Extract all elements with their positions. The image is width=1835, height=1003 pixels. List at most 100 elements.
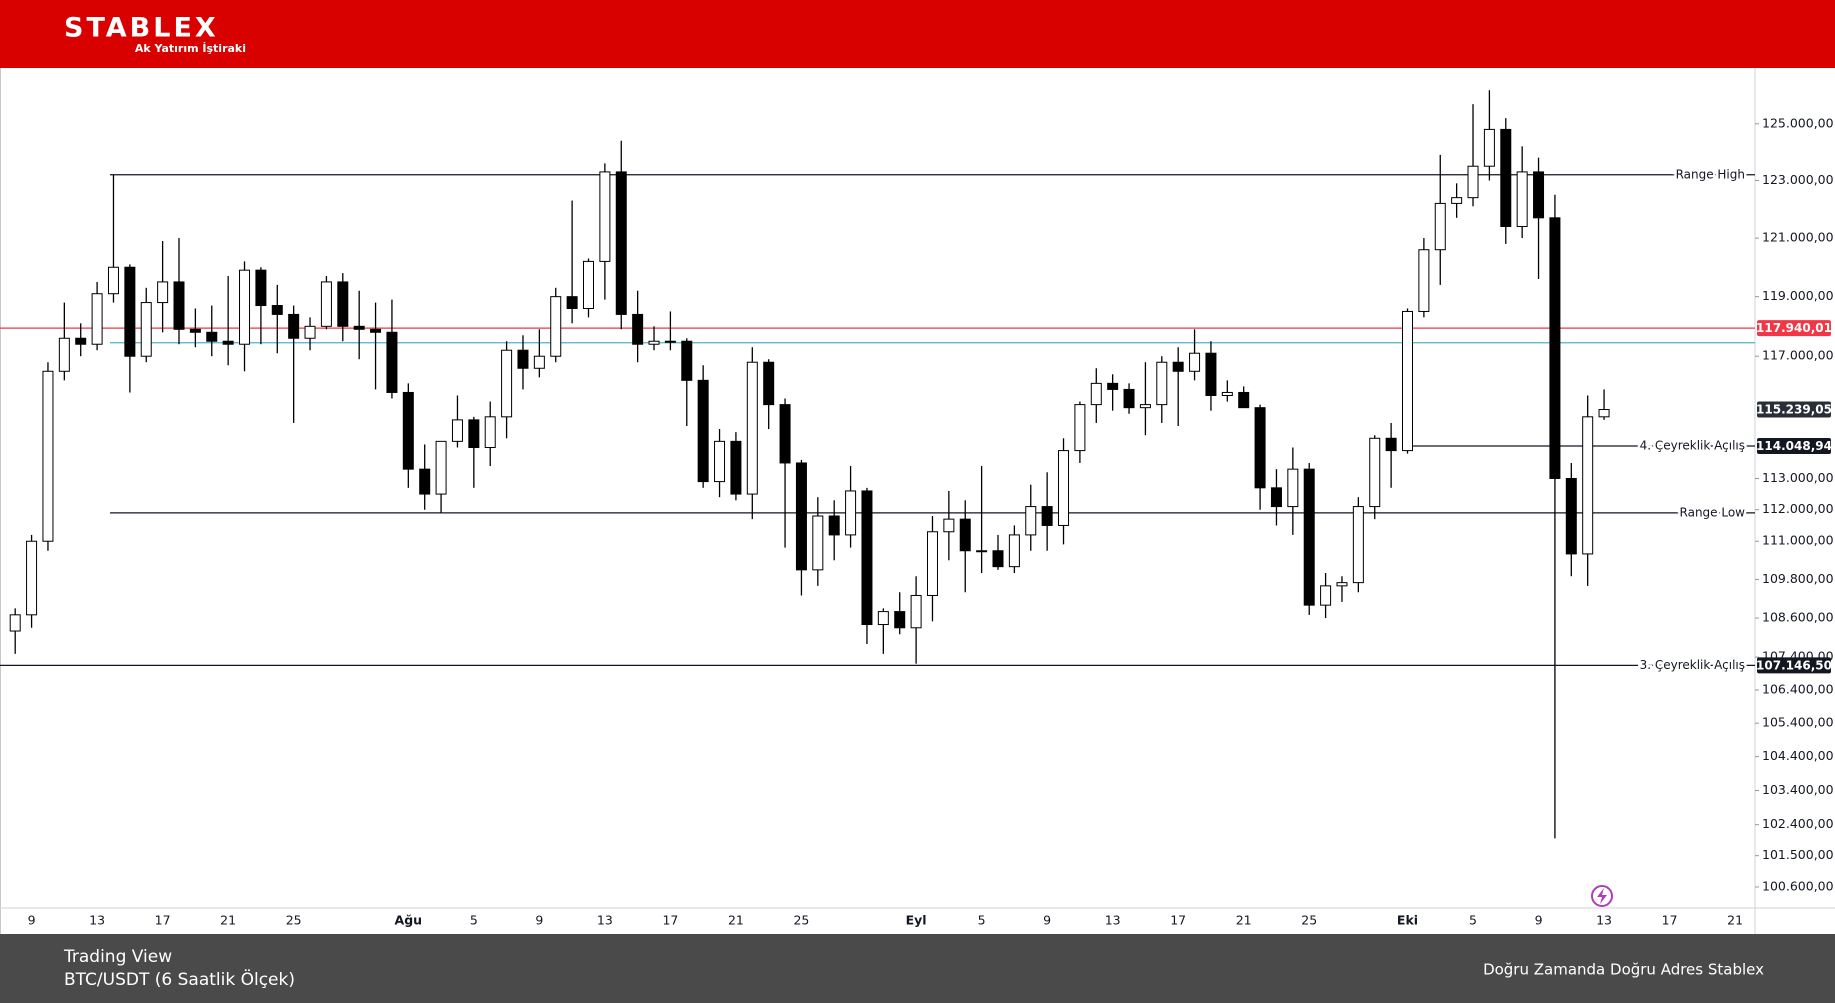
x-tick-label: 25 <box>1301 913 1317 928</box>
candle-body <box>926 531 938 596</box>
y-tick-label: 108.600,00 <box>1762 610 1834 625</box>
candle-body <box>42 370 54 542</box>
candle-body <box>1565 477 1577 555</box>
candle-body <box>943 518 955 533</box>
candle-body <box>58 337 70 372</box>
candle-body <box>484 416 496 449</box>
candle-body <box>1402 310 1413 452</box>
candle-body <box>1189 352 1201 372</box>
candle-body <box>1107 382 1119 390</box>
candle-body <box>615 171 627 315</box>
alert-icon[interactable] <box>1591 885 1613 907</box>
footer-slogan: Doğru Zamanda Doğru Adres Stablex <box>1483 961 1764 979</box>
price-badge <box>1757 438 1831 455</box>
candle-body <box>1467 165 1479 199</box>
candle-body <box>992 550 1004 568</box>
candle-body <box>583 260 594 309</box>
candle-body <box>189 328 201 333</box>
plot-area <box>0 90 1755 839</box>
candle-body <box>779 404 791 464</box>
y-tick-label: 123.000,00 <box>1762 172 1834 187</box>
candle-body <box>1270 487 1282 508</box>
price-badge <box>1757 320 1831 337</box>
candle-body <box>1123 388 1135 409</box>
candle-body <box>1303 468 1315 606</box>
candle-body <box>1451 197 1463 204</box>
candle-body <box>664 340 676 343</box>
candle-body <box>1369 437 1381 508</box>
candle-body <box>1483 128 1495 167</box>
x-tick-label: 13 <box>1105 913 1121 928</box>
x-tick-label: 13 <box>1596 913 1612 928</box>
candle-body <box>239 269 251 345</box>
level-label: 3. Çeyreklik Açılış <box>1640 658 1745 672</box>
candle-body <box>1139 404 1151 409</box>
candle-body <box>304 325 316 339</box>
candle-body <box>1287 468 1299 508</box>
y-tick-label: 112.000,00 <box>1762 501 1834 516</box>
level-label: Range Low <box>1680 505 1746 519</box>
candle-body <box>255 269 267 307</box>
candle-body <box>1172 361 1184 372</box>
candle-body <box>877 611 889 626</box>
tagline: Ak Yatırım İştiraki <box>135 41 246 55</box>
x-tick-label: Eyl <box>906 913 927 928</box>
y-tick-label: 104.400,00 <box>1762 748 1834 763</box>
x-tick-label: 17 <box>155 913 171 928</box>
candle-body <box>730 440 742 495</box>
candle-body <box>1336 582 1348 587</box>
logo: STABLEX <box>64 13 219 44</box>
x-tick-label: Ağu <box>395 913 423 928</box>
candle-body <box>468 419 480 449</box>
footer-bar <box>0 934 1835 1003</box>
y-tick-label: 125.000,00 <box>1762 115 1834 130</box>
candle-body <box>861 490 873 626</box>
candle-body <box>1352 506 1364 584</box>
candle-body <box>1320 585 1332 606</box>
level-label: Range High <box>1676 167 1745 181</box>
candle-body <box>1074 404 1086 452</box>
candle-body <box>910 594 922 629</box>
x-tick-label: 25 <box>286 913 302 928</box>
x-tick-label: 9 <box>535 913 543 928</box>
y-tick-label: 103.400,00 <box>1762 782 1834 797</box>
candle-body <box>91 293 103 345</box>
candle-body <box>714 440 726 483</box>
candle-body <box>1058 450 1070 526</box>
x-tick-label: 17 <box>1662 913 1678 928</box>
candle-body <box>370 328 382 333</box>
x-tick-label: 21 <box>1236 913 1252 928</box>
candle-body <box>1549 217 1561 479</box>
candle-body <box>845 490 857 536</box>
candle-body <box>976 550 988 553</box>
candle-body <box>1598 409 1610 418</box>
footer-source: Trading View <box>63 947 172 967</box>
candle-body <box>1238 391 1250 409</box>
x-tick-label: 21 <box>728 913 744 928</box>
candle-body <box>222 340 234 345</box>
candle-body <box>1221 391 1233 396</box>
candle-body <box>386 331 398 393</box>
candle-body <box>1582 416 1594 555</box>
candle-body <box>550 296 562 357</box>
x-tick-label: 5 <box>1469 913 1477 928</box>
candle-body <box>1156 361 1168 406</box>
y-tick-label: 101.500,00 <box>1762 847 1834 862</box>
x-tick-label: 21 <box>1727 913 1743 928</box>
y-tick-label: 102.400,00 <box>1762 816 1834 831</box>
y-tick-label: 106.400,00 <box>1762 681 1834 696</box>
candle-body <box>337 281 349 327</box>
y-tick-label: 111.000,00 <box>1762 533 1834 548</box>
candle-body <box>795 462 807 571</box>
y-tick-label: 109.800,00 <box>1762 571 1834 586</box>
candle-body <box>1090 382 1102 406</box>
candle-body <box>1041 506 1053 526</box>
candle-body <box>402 391 414 470</box>
candle-body <box>1025 506 1037 536</box>
y-tick-label: 117.000,00 <box>1762 348 1834 363</box>
y-tick-label: 105.400,00 <box>1762 715 1834 730</box>
x-tick-label: 5 <box>978 913 986 928</box>
candle-body <box>632 313 644 345</box>
candle-body <box>9 614 21 632</box>
